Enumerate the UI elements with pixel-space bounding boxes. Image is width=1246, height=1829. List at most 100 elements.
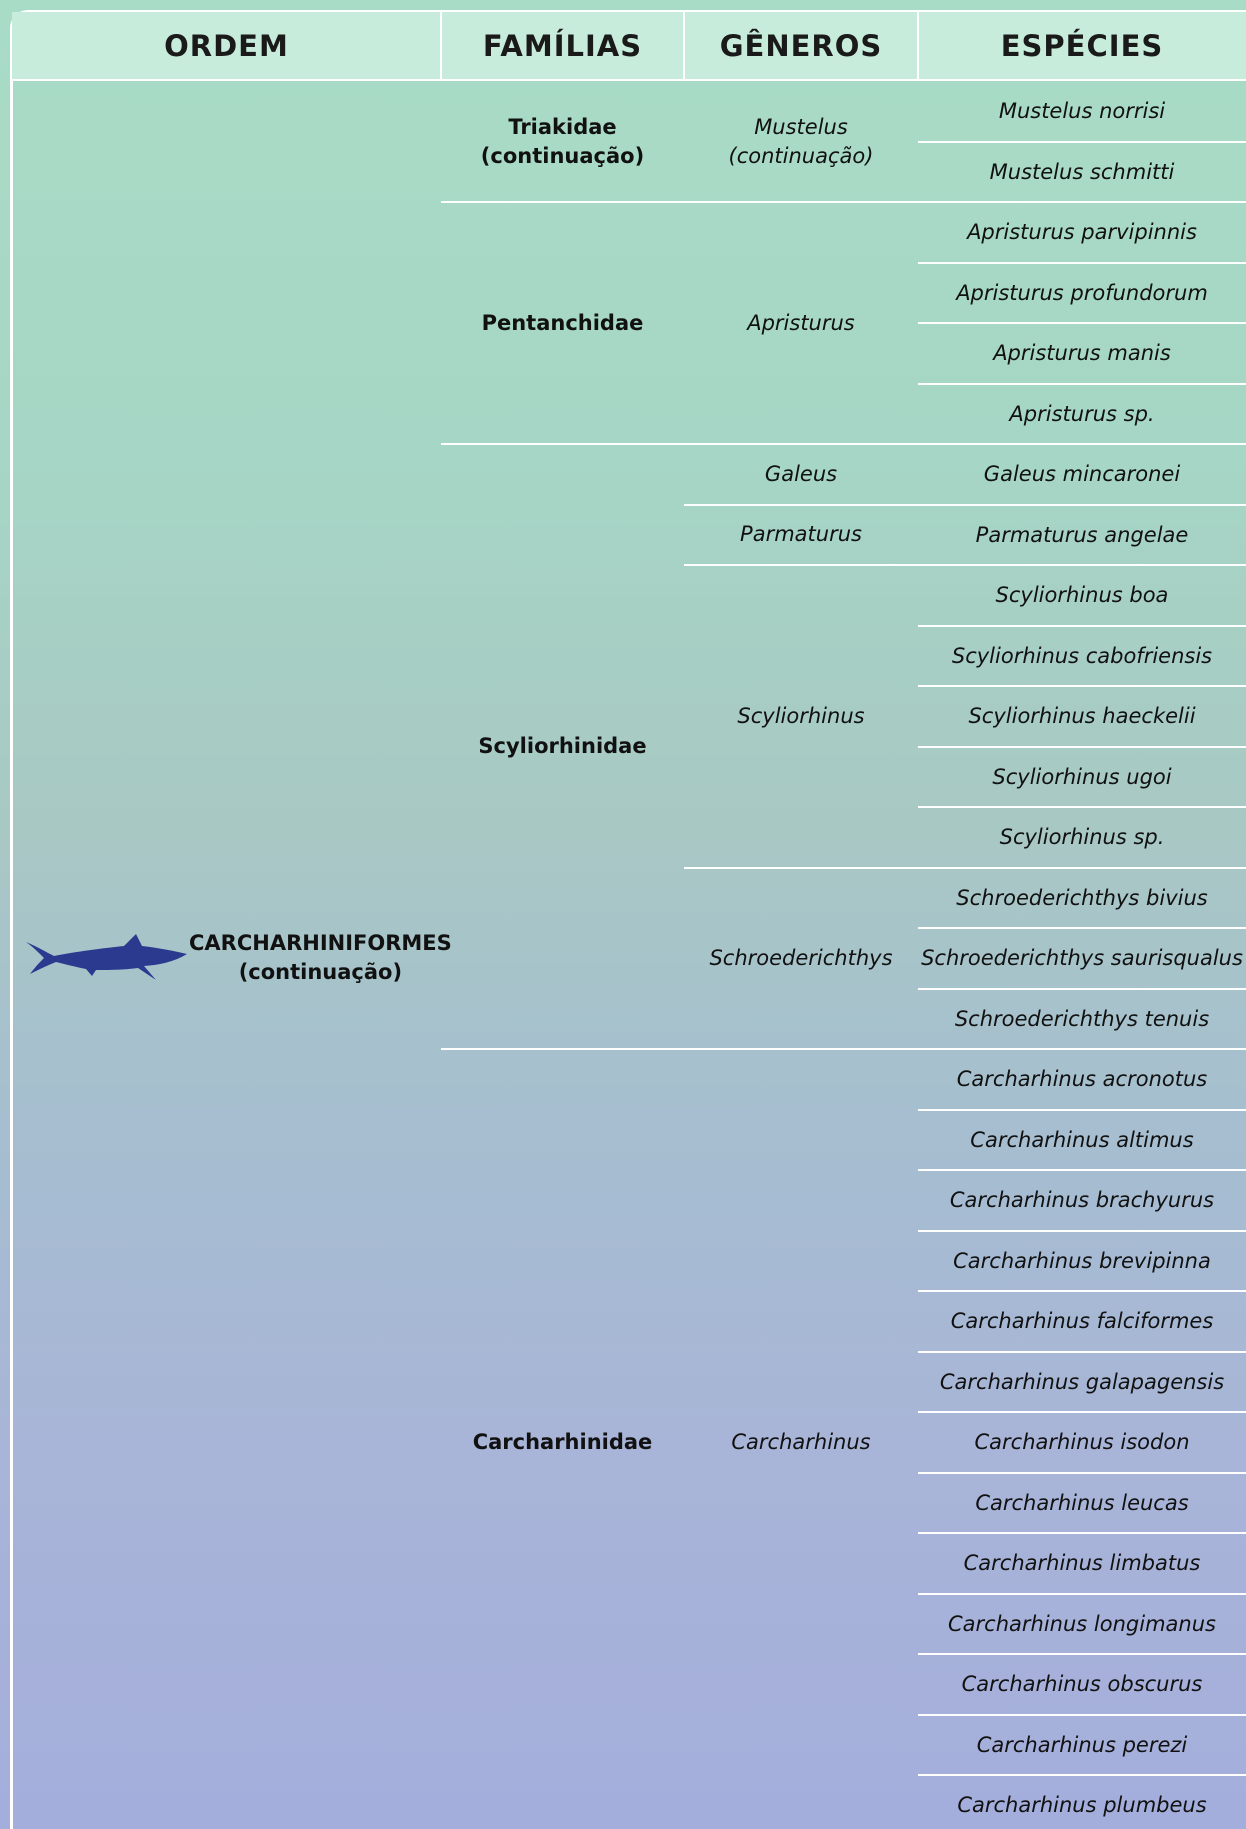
species-cell: Carcharhinus perezi [918,1715,1246,1776]
family-note: (continuação) [480,143,645,168]
species-cell: Scyliorhinus boa [918,565,1246,626]
row-rule [918,1653,1246,1655]
species-name: Carcharhinus galapagensis [939,1369,1225,1394]
family-name: Pentanchidae [481,310,644,335]
species-name: Galeus mincaronei [983,462,1181,487]
family-name: Triakidae [508,114,617,139]
species-name: Scyliorhinus boa [995,583,1169,608]
genus-rule [684,503,1246,506]
genus-name: Apristurus [747,310,855,335]
genus-cell: Scyliorhinus [684,565,918,868]
header-cell: ESPÉCIES [918,12,1246,79]
species-name: Scyliorhinus cabofriensis [951,643,1213,668]
species-cell: Mustelus norrisi [918,81,1246,142]
order-label: CARCHARHINIFORMES (continuação) [189,929,452,987]
family-line: (continuação) [481,142,644,171]
header-text: ESPÉCIES [1000,28,1164,63]
species-cell: Carcharhinus leucas [918,1473,1246,1534]
species-cell: Apristurus manis [918,323,1246,384]
species-name: Parmaturus angelae [975,522,1189,547]
species-name: Carcharhinus limbatus [963,1551,1201,1576]
species-cell: Scyliorhinus haeckelii [918,686,1246,747]
row-rule [918,624,1246,627]
species-name: Scyliorhinus haeckelii [968,704,1196,729]
header-cell: ORDEM [12,12,441,79]
species-name: Carcharhinus perezi [976,1732,1188,1757]
order-cell: CARCHARHINIFORMES (continuação) [12,81,452,1829]
species-cell: Apristurus sp. [918,384,1246,445]
family-cell: Pentanchidae [441,202,684,444]
family-line: Triakidae [508,113,616,142]
genus-line: Mustelus [754,113,848,142]
genus-name: Schroederichthys [709,945,893,970]
divider [683,12,685,79]
species-cell: Mustelus schmitti [918,142,1246,203]
species-name: Carcharhinus falciformes [950,1309,1214,1334]
row-rule [918,1411,1246,1413]
species-cell: Carcharhinus falciformes [918,1291,1246,1352]
genus-cell: Galeus [684,444,918,505]
header-cell: GÊNEROS [684,12,918,79]
species-cell: Carcharhinus brachyurus [918,1170,1246,1231]
row-rule [918,140,1246,143]
genus-cell: Carcharhinus [684,1049,918,1829]
species-name: Scyliorhinus ugoi [992,764,1172,789]
row-rule [918,1713,1246,1716]
divider [440,12,442,79]
genus-cell: Schroederichthys [684,868,918,1050]
order-name: CARCHARHINIFORMES [189,931,452,956]
species-name: Schroederichthys tenuis [954,1006,1210,1031]
header-text: FAMÍLIAS [482,28,643,63]
species-name: Scyliorhinus sp. [999,825,1165,850]
row-rule [918,1471,1246,1474]
species-cell: Carcharhinus isodon [918,1412,1246,1473]
species-name: Schroederichthys bivius [956,885,1208,910]
species-name: Carcharhinus longimanus [948,1611,1216,1636]
species-name: Carcharhinus leucas [975,1490,1189,1515]
genus-rule [684,564,1246,566]
species-cell: Apristurus profundorum [918,263,1246,324]
genus-line: Apristurus [747,309,855,338]
species-cell: Scyliorhinus cabofriensis [918,626,1246,687]
genus-line: Scyliorhinus [737,702,864,731]
header-rule [12,79,1246,81]
species-name: Apristurus profundorum [956,280,1208,305]
species-name: Carcharhinus obscurus [961,1672,1203,1697]
family-cell: Carcharhinidae [441,1049,684,1829]
species-cell: Schroederichthys saurisqualus [918,928,1246,989]
genus-cell: Apristurus [684,202,918,444]
row-rule [918,322,1246,324]
header-bg [12,12,1246,79]
species-name: Mustelus norrisi [998,99,1166,124]
species-name: Apristurus manis [993,341,1171,366]
shark-icon [26,934,187,981]
genus-rule [684,866,1246,869]
row-rule [918,685,1246,687]
species-name: Carcharhinus brachyurus [949,1188,1215,1213]
family-name: Scyliorhinidae [478,734,647,758]
family-rule [441,1048,1246,1050]
row-rule [918,382,1246,385]
row-rule [918,1229,1246,1232]
row-rule [918,927,1246,929]
genus-cell: Parmaturus [684,505,918,566]
species-name: Carcharhinus isodon [974,1430,1190,1455]
row-rule [918,1169,1246,1171]
order-note: (continuação) [238,960,403,985]
genus-name: Mustelus [754,114,848,139]
genus-note: (continuação) [728,143,874,168]
species-cell: Carcharhinus limbatus [918,1533,1246,1594]
species-cell: Carcharhinus plumbeus [918,1775,1246,1829]
species-name: Apristurus parvipinnis [967,220,1197,245]
species-cell: Schroederichthys bivius [918,868,1246,929]
row-rule [918,806,1246,808]
species-name: Carcharhinus acronotus [956,1067,1208,1092]
species-cell: Galeus mincaronei [918,444,1246,505]
table-frame [10,10,1246,1829]
species-name: Apristurus sp. [1009,401,1155,426]
species-cell: Carcharhinus brevipinna [918,1231,1246,1292]
species-cell: Scyliorhinus ugoi [918,747,1246,808]
species-cell: Carcharhinus acronotus [918,1049,1246,1110]
genus-line: Galeus [765,460,837,489]
